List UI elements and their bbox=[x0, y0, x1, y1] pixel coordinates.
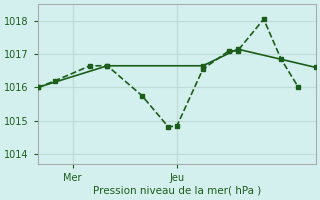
X-axis label: Pression niveau de la mer( hPa ): Pression niveau de la mer( hPa ) bbox=[93, 186, 261, 196]
